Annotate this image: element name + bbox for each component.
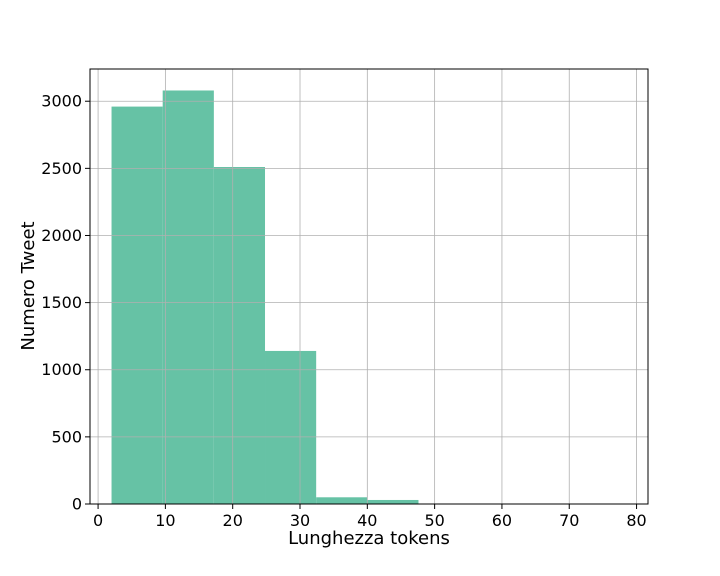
x-tick-label: 50 (424, 511, 444, 530)
x-tick-label: 0 (93, 511, 103, 530)
x-tick-label: 20 (223, 511, 243, 530)
x-tick-label: 70 (559, 511, 579, 530)
plot-frame (89, 68, 649, 505)
y-tick-label: 2000 (41, 226, 82, 245)
x-tick-label: 10 (155, 511, 175, 530)
x-axis-label: Lunghezza tokens (288, 528, 450, 549)
y-axis-ticks: 0 500 1000 1500 2000 2500 3000 (41, 92, 90, 514)
x-tick-label: 30 (290, 511, 310, 530)
histogram-bar (316, 497, 368, 504)
y-tick-label: 2500 (41, 159, 82, 178)
y-tick-label: 0 (72, 495, 82, 514)
histogram-bar (111, 106, 163, 504)
x-tick-label: 80 (626, 511, 646, 530)
y-tick-label: 1000 (41, 360, 82, 379)
histogram-bar (265, 350, 317, 504)
y-tick-label: 3000 (41, 92, 82, 111)
y-axis-label: Numero Tweet (18, 221, 39, 350)
histogram-bar (162, 90, 214, 504)
histogram-bar (367, 499, 419, 504)
bars-group (111, 90, 419, 504)
x-tick-label: 40 (357, 511, 377, 530)
grid-lines (90, 69, 648, 505)
histogram-bar (213, 167, 266, 504)
y-tick-label: 500 (51, 427, 82, 446)
x-axis-ticks: 0 10 20 30 40 50 60 70 80 (93, 504, 647, 530)
y-tick-label: 1500 (41, 293, 82, 312)
x-tick-label: 60 (492, 511, 512, 530)
